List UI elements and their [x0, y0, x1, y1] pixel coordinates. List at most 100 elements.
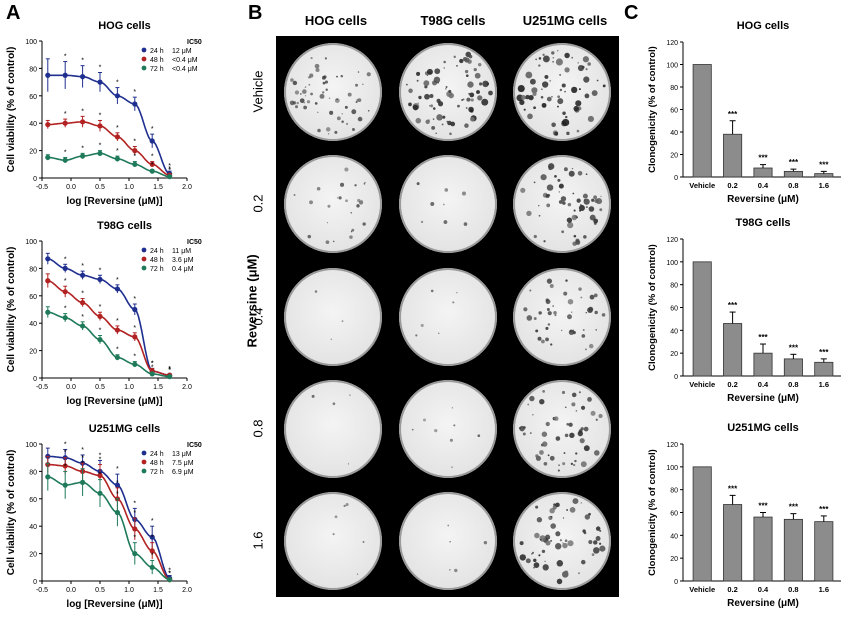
data-point	[149, 371, 155, 377]
series-line	[47, 455, 171, 579]
significance-star: *	[81, 145, 84, 152]
significance-star: *	[133, 138, 136, 145]
data-point	[114, 93, 120, 99]
legend-series-name: 72 h	[150, 66, 164, 73]
data-point	[80, 479, 86, 485]
significance-star: *	[99, 452, 102, 459]
x-tick-label: 1.6	[819, 181, 829, 190]
data-point	[132, 551, 138, 557]
significance-annotation: ***	[789, 158, 799, 167]
panel-letter-a: A	[6, 2, 21, 24]
y-tick-label: 20	[29, 149, 37, 156]
x-tick-label: 1.6	[819, 380, 829, 389]
x-tick-label: 0.4	[758, 585, 769, 594]
significance-star: *	[116, 318, 119, 325]
data-point	[97, 472, 103, 479]
y-tick-label: 40	[29, 121, 37, 128]
y-tick-label: 60	[29, 94, 37, 101]
data-point	[114, 509, 120, 516]
x-tick-label: 0.5	[95, 384, 105, 391]
x-tick-label: 0.5	[95, 184, 105, 191]
legend-ic50: 13 μM	[172, 451, 192, 458]
x-axis-label: log [Reversine (μM)]	[66, 599, 162, 610]
y-tick-label: 80	[29, 66, 37, 73]
significance-star: *	[64, 149, 67, 156]
data-point	[45, 121, 51, 128]
x-tick-label: -0.5	[36, 587, 48, 594]
series-line	[47, 258, 170, 377]
legend-marker	[141, 265, 147, 271]
y-tick-label: 40	[670, 130, 678, 137]
colony-dish	[512, 155, 611, 254]
data-point	[149, 548, 155, 554]
bar	[753, 516, 773, 582]
legend-ic50: <0.4 μM	[172, 57, 198, 64]
data-point	[97, 123, 103, 129]
significance-star: *	[151, 360, 154, 367]
significance-star: *	[81, 461, 84, 468]
data-point	[132, 526, 138, 532]
x-tick-label: 1.5	[153, 587, 163, 594]
y-axis-label: Cell viability (% of control)	[6, 47, 17, 173]
legend-marker	[141, 459, 147, 465]
x-tick-label: -0.5	[36, 184, 48, 191]
significance-star: *	[133, 325, 136, 332]
colony-dish	[398, 379, 497, 478]
colony-dish	[398, 155, 497, 254]
data-point	[80, 323, 86, 329]
significance-star: *	[168, 163, 171, 170]
series-line	[47, 120, 170, 177]
x-tick-label: 0.2	[727, 585, 737, 594]
legend-title: IC50	[187, 442, 202, 449]
significance-star: *	[151, 535, 154, 542]
data-point	[62, 120, 68, 126]
legend-series-name: 24 h	[150, 451, 164, 458]
legend-series-name: 48 h	[150, 460, 164, 467]
x-tick-label: Vehicle	[689, 380, 715, 389]
col-header-hog: HOG cells	[304, 13, 368, 28]
x-tick-label: 1.0	[124, 587, 134, 594]
bar	[783, 170, 803, 178]
y-tick-label: 0	[33, 176, 37, 183]
significance-star: *	[168, 367, 171, 374]
data-point	[62, 289, 68, 295]
data-point	[62, 72, 68, 78]
y-tick-label: 20	[670, 153, 678, 160]
significance-star: *	[116, 80, 119, 87]
data-point	[149, 168, 155, 174]
bar	[814, 173, 834, 178]
y-tick-label: 60	[670, 306, 678, 313]
y-tick-label: 100	[666, 63, 678, 70]
data-point	[80, 272, 86, 278]
significance-annotation: ***	[728, 110, 738, 119]
data-point	[132, 148, 138, 154]
legend-ic50: 6.9 μM	[172, 469, 194, 476]
chart-title: T98G cells	[97, 220, 152, 232]
bar	[723, 323, 743, 377]
chart-title: U251MG cells	[89, 423, 161, 435]
data-point	[80, 74, 86, 80]
x-tick-label: 2.0	[182, 384, 192, 391]
panel-letter-c: C	[624, 2, 639, 24]
y-tick-label: 20	[29, 552, 37, 559]
data-point	[62, 463, 68, 469]
significance-star: *	[151, 360, 154, 367]
legend-ic50: 0.4 μM	[172, 266, 194, 273]
significance-star: *	[81, 108, 84, 115]
bar	[814, 521, 834, 582]
significance-star: *	[64, 111, 67, 118]
x-tick-label: 1.5	[153, 184, 163, 191]
significance-star: *	[64, 441, 67, 448]
data-point	[167, 174, 173, 180]
data-point	[97, 79, 103, 85]
x-axis-label: Reversine (μM)	[727, 393, 799, 404]
legend-marker	[141, 247, 147, 253]
x-axis-label: log [Reversine (μM)]	[66, 196, 162, 207]
significance-star: *	[168, 166, 171, 173]
significance-annotation: ***	[728, 301, 738, 310]
series-line	[47, 476, 170, 581]
y-axis-label: Clonogenicity (% of control)	[647, 46, 658, 173]
significance-star: *	[64, 306, 67, 313]
significance-star: *	[64, 256, 67, 263]
legend-series-name: 48 h	[150, 257, 164, 264]
